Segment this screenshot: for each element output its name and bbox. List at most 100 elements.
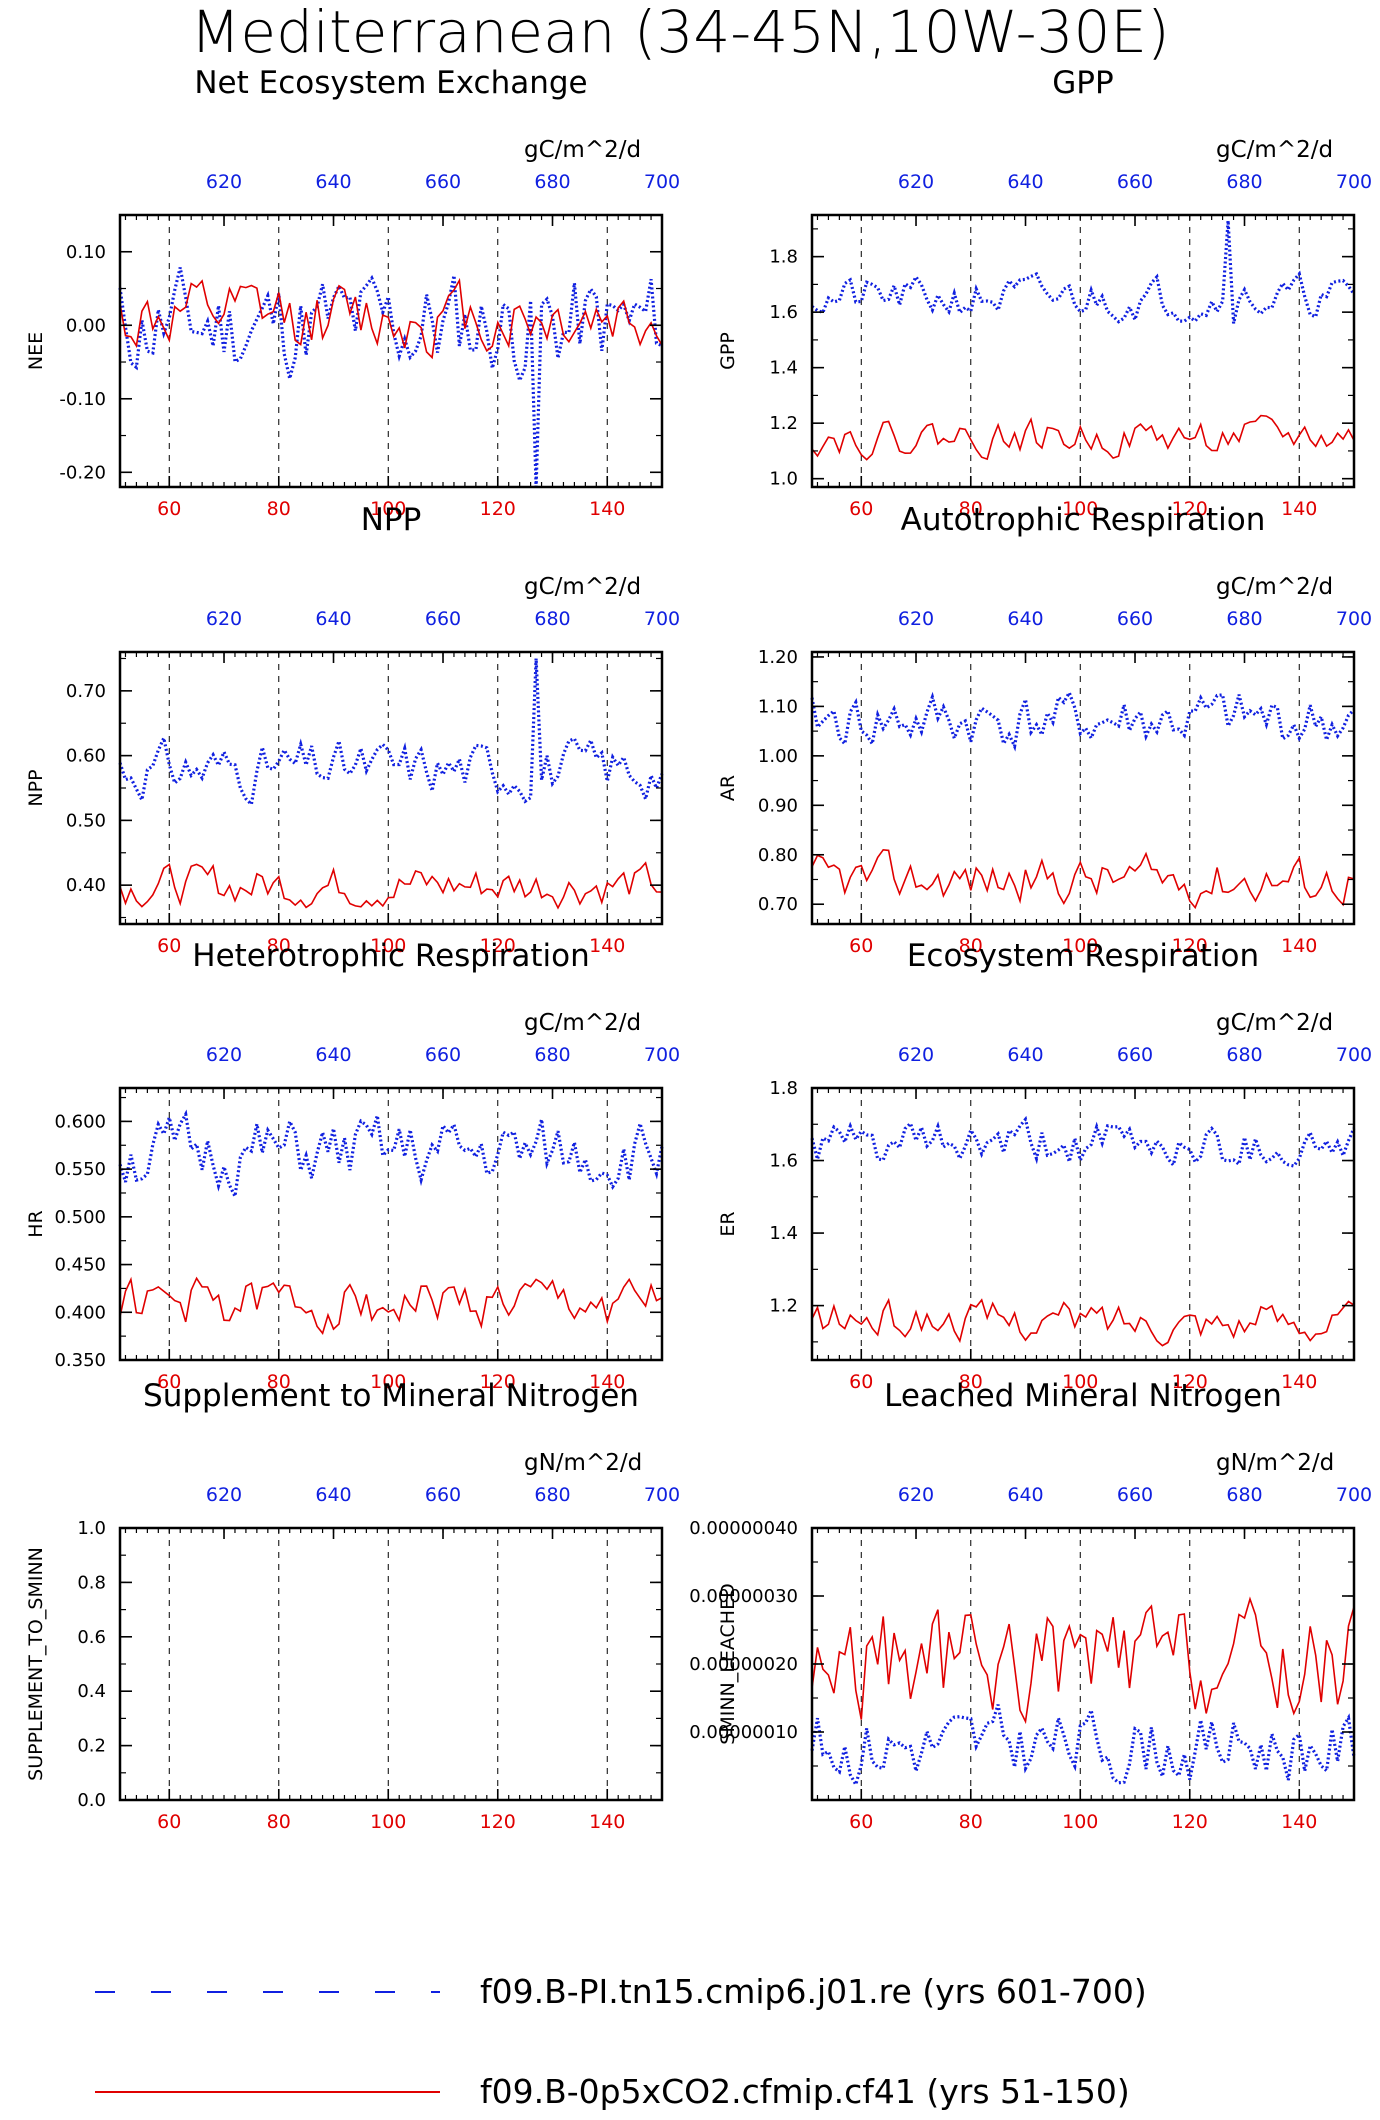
chart-panel-6: Ecosystem Respiration gC/m^2/d 60 80 100 120 1… — [717, 938, 1372, 1393]
series-line-b — [811, 414, 1355, 461]
x-tick-label-bottom: 140 — [1281, 1811, 1317, 1833]
x-tick-label-top: 700 — [1336, 1484, 1372, 1506]
x-tick-label-top: 660 — [425, 608, 461, 630]
panel-title: Net Ecosystem Exchange — [194, 65, 587, 101]
series-line-a — [810, 1115, 1356, 1169]
x-tick-label-bottom: 100 — [1062, 935, 1098, 957]
x-tick-label-bottom: 60 — [849, 498, 873, 520]
x-tick-label-bottom: 100 — [370, 498, 406, 520]
x-tick-label-top: 620 — [898, 1044, 934, 1066]
x-tick-label-bottom: 140 — [589, 1371, 625, 1393]
y-tick-label: 0.550 — [54, 1159, 106, 1180]
figure-title: Mediterranean (34-45N,10W-30E) — [190, 0, 1169, 66]
y-tick-label: 0.90 — [758, 795, 798, 816]
x-tick-label-top: 680 — [534, 1484, 570, 1506]
plot-frame — [118, 213, 664, 489]
x-tick-label-bottom: 100 — [370, 1811, 406, 1833]
x-tick-label-bottom: 60 — [157, 1371, 181, 1393]
series-line-a — [118, 658, 664, 808]
y-tick-label: 1.10 — [758, 696, 798, 717]
x-tick-label-bottom: 60 — [157, 498, 181, 520]
units-label: gC/m^2/d — [524, 1010, 641, 1036]
x-tick-label-bottom: 120 — [1172, 498, 1208, 520]
series-line-a — [118, 1109, 664, 1202]
series-line-b — [119, 861, 663, 910]
series-line-b — [811, 1596, 1355, 1725]
panel-title: Autotrophic Respiration — [901, 502, 1266, 538]
x-tick-label-top: 660 — [425, 1484, 461, 1506]
chart-panel-2: GPP gC/m^2/d 60 80 100 120 140 620 640 660 680 700 1… — [717, 65, 1372, 520]
x-tick-label-bottom: 100 — [370, 1371, 406, 1393]
y-axis-label: AR — [717, 775, 739, 801]
x-tick-label-bottom: 120 — [480, 1371, 516, 1393]
x-tick-label-top: 680 — [1226, 1044, 1262, 1066]
chart-panels: Net Ecosystem Exchange gC/m^2/d 60 80 100 120… — [25, 65, 1372, 1833]
x-tick-label-bottom: 80 — [267, 1811, 291, 1833]
x-tick-label-top: 660 — [1117, 608, 1153, 630]
units-label: gC/m^2/d — [524, 574, 641, 600]
x-tick-label-top: 660 — [425, 1044, 461, 1066]
x-tick-label-bottom: 120 — [1172, 1811, 1208, 1833]
y-tick-label: 0.00000010 — [689, 1722, 798, 1743]
panel-title: Heterotrophic Respiration — [192, 938, 589, 974]
x-tick-label-bottom: 80 — [959, 935, 983, 957]
series-line-a — [811, 220, 1356, 325]
x-tick-label-bottom: 140 — [589, 935, 625, 957]
panel-title: Ecosystem Respiration — [907, 938, 1259, 974]
series-line-b — [119, 277, 663, 360]
x-tick-label-top: 620 — [206, 171, 242, 193]
x-tick-label-top: 640 — [1007, 1044, 1043, 1066]
y-tick-label: 1.8 — [769, 247, 798, 268]
units-label: gC/m^2/d — [1216, 574, 1333, 600]
x-tick-label-top: 640 — [315, 171, 351, 193]
x-tick-label-top: 640 — [315, 1484, 351, 1506]
x-tick-label-bottom: 100 — [1062, 1811, 1098, 1833]
x-tick-label-top: 700 — [644, 1484, 680, 1506]
x-tick-label-bottom: 120 — [1172, 935, 1208, 957]
x-tick-label-bottom: 100 — [1062, 498, 1098, 520]
y-tick-label: 0.4 — [77, 1681, 106, 1702]
y-axis-label: NEE — [25, 332, 47, 370]
y-axis-label: SMINN_LEACHED — [717, 1583, 739, 1744]
series-line-a — [810, 688, 1356, 752]
x-tick-label-bottom: 140 — [1281, 935, 1317, 957]
x-tick-label-top: 700 — [644, 608, 680, 630]
y-tick-label: 0.80 — [758, 845, 798, 866]
plot-frame — [810, 1086, 1356, 1362]
plot-frame — [118, 650, 664, 926]
y-tick-label: 0.50 — [66, 810, 106, 831]
y-tick-label: 1.4 — [769, 1223, 798, 1244]
x-tick-label-bottom: 60 — [157, 935, 181, 957]
x-tick-label-bottom: 140 — [589, 498, 625, 520]
x-tick-label-top: 700 — [1336, 608, 1372, 630]
x-tick-label-top: 700 — [1336, 171, 1372, 193]
x-tick-label-bottom: 140 — [1281, 1371, 1317, 1393]
series-line-b — [811, 848, 1355, 910]
y-axis-label: HR — [25, 1210, 47, 1238]
x-tick-label-bottom: 120 — [480, 1811, 516, 1833]
x-tick-label-top: 640 — [315, 1044, 351, 1066]
y-tick-label: 0.00 — [66, 315, 106, 336]
y-tick-label: 0.00000040 — [689, 1518, 798, 1539]
chart-panel-5: Heterotrophic Respiration gC/m^2/d 60 80 100… — [25, 938, 680, 1393]
chart-panel-8: Leached Mineral Nitrogen gN/m^2/d 60 80 100 1… — [689, 1378, 1372, 1833]
y-tick-label: 1.4 — [769, 358, 798, 379]
x-tick-label-top: 620 — [898, 608, 934, 630]
plot-frame — [118, 1526, 664, 1802]
x-tick-label-top: 640 — [1007, 608, 1043, 630]
y-tick-label: 1.2 — [769, 1296, 798, 1317]
x-tick-label-bottom: 60 — [849, 935, 873, 957]
x-tick-label-top: 640 — [315, 608, 351, 630]
x-tick-label-bottom: 80 — [267, 1371, 291, 1393]
x-tick-label-top: 620 — [206, 1484, 242, 1506]
y-tick-label: 1.8 — [769, 1078, 798, 1099]
legend: f09.B-PI.tn15.cmip6.j01.re (yrs 601-700)… — [95, 1972, 1147, 2111]
panel-title: NPP — [361, 502, 422, 538]
x-tick-label-bottom: 60 — [157, 1811, 181, 1833]
x-tick-label-bottom: 60 — [849, 1811, 873, 1833]
units-label: gC/m^2/d — [524, 137, 641, 163]
x-tick-label-bottom: 100 — [1062, 1371, 1098, 1393]
x-tick-label-bottom: 60 — [849, 1371, 873, 1393]
x-tick-label-top: 680 — [1226, 1484, 1262, 1506]
series-line-b — [119, 1276, 663, 1335]
